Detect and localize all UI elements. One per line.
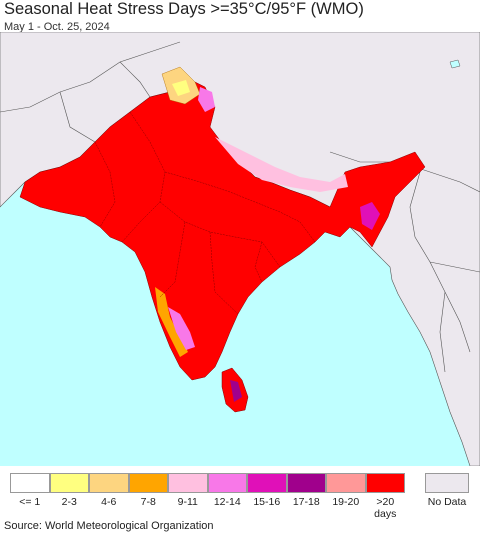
legend-swatch-1 — [49, 473, 89, 493]
legend-label: >20 days — [374, 496, 397, 520]
legend-swatch-9 — [365, 473, 405, 493]
legend-label: <= 1 — [19, 496, 41, 508]
legend-label: 4-6 — [101, 496, 117, 508]
legend-swatch-7 — [286, 473, 326, 493]
patch-ghats — [168, 307, 195, 350]
lake — [449, 59, 461, 69]
patch-kashmir — [198, 87, 215, 112]
heat-region — [19, 76, 426, 381]
legend-label: 2-3 — [61, 496, 77, 508]
legend-label-no-data: No Data — [427, 496, 467, 508]
legend-swatch-4 — [168, 473, 208, 493]
legend: <= 1 2-3 4-6 7-8 9-11 12-14 15-16 17-18 … — [10, 473, 405, 520]
legend-label: 19-20 — [332, 496, 360, 508]
legend-swatch-6 — [247, 473, 287, 493]
legend-swatches — [10, 473, 405, 493]
legend-swatch-5 — [207, 473, 247, 493]
legend-label: 7-8 — [140, 496, 156, 508]
legend-swatch-2 — [89, 473, 129, 493]
legend-swatch-3 — [128, 473, 168, 493]
legend-swatch-8 — [326, 473, 366, 493]
legend-label: 12-14 — [213, 496, 241, 508]
legend-label: 9-11 — [177, 496, 198, 508]
legend-no-data: No Data — [425, 473, 469, 508]
patch-northeast — [360, 202, 380, 230]
legend-swatch-0 — [10, 473, 50, 493]
legend-label: 17-18 — [292, 496, 320, 508]
patch-north-yellow — [172, 80, 190, 96]
heat-stress-map — [0, 32, 480, 466]
patch-himalaya — [215, 137, 348, 192]
patch-southwest — [155, 287, 188, 357]
legend-label: 15-16 — [253, 496, 281, 508]
state-borders — [94, 111, 316, 315]
legend-swatch-no-data — [425, 473, 469, 493]
map-subtitle: May 1 - Oct. 25, 2024 — [4, 21, 110, 33]
legend-labels: <= 1 2-3 4-6 7-8 9-11 12-14 15-16 17-18 … — [10, 496, 405, 520]
source-credit: Source: World Meteorological Organizatio… — [4, 520, 214, 532]
map-title: Seasonal Heat Stress Days >=35°C/95°F (W… — [4, 0, 364, 18]
patch-srilanka — [230, 380, 242, 402]
